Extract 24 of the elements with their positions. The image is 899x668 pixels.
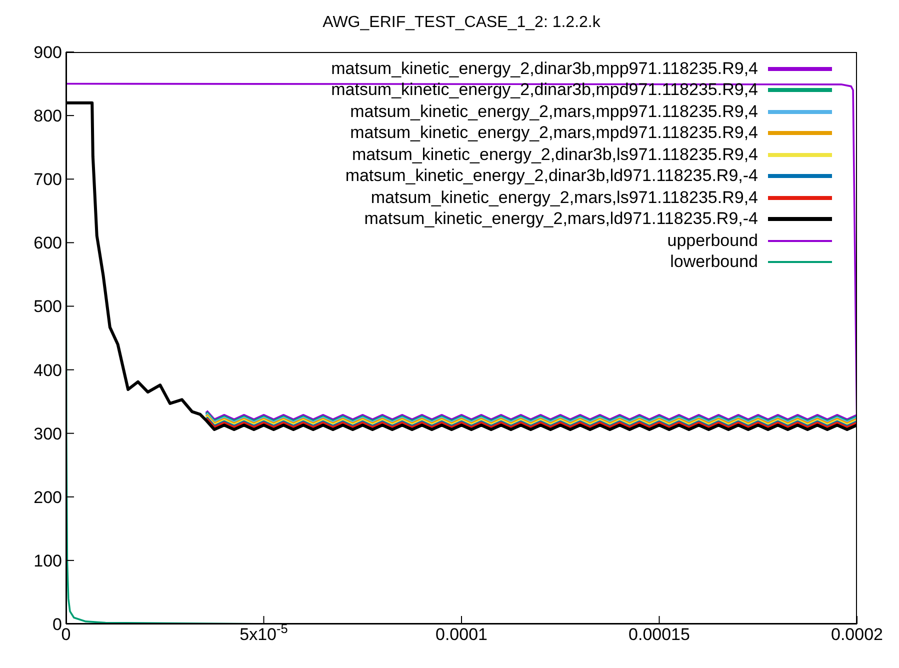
legend-label: matsum_kinetic_energy_2,dinar3b,mpd971.118235.R9,4 <box>331 80 758 100</box>
legend-label: matsum_kinetic_energy_2,mars,ld971.118235.R9,-4 <box>364 209 758 230</box>
legend-label: lowerbound <box>670 252 758 272</box>
y-tick-label: 800 <box>34 106 62 126</box>
x-tick-label: 0.0002 <box>831 625 883 644</box>
y-tick-label: 100 <box>34 551 62 570</box>
legend-label: matsum_kinetic_energy_2,dinar3b,ls971.118235.R9,4 <box>352 144 758 165</box>
legend-label: matsum_kinetic_energy_2,dinar3b,ld971.118235.R9,-4 <box>345 166 758 186</box>
y-tick-label: 200 <box>34 488 62 507</box>
x-tick-label: 5x10$^{-5}$ <box>240 620 288 644</box>
legend-label: upperbound <box>667 230 758 251</box>
y-tick-label: 600 <box>34 234 62 253</box>
y-tick-label: 700 <box>34 170 62 190</box>
legend-label: matsum_kinetic_energy_2,mars,mpp971.118235.R9,4 <box>350 102 758 122</box>
legend-label: matsum_kinetic_energy_2,mars,ls971.118235.R9,4 <box>370 188 758 208</box>
x-tick-label: 0.0001 <box>436 625 488 644</box>
y-tick-label: 300 <box>34 424 62 444</box>
y-tick-label: 400 <box>34 360 62 380</box>
x-tick-label: 0.00015 <box>628 625 690 644</box>
legend-label: matsum_kinetic_energy_2,mars,mpd971.118235.R9,4 <box>350 123 758 144</box>
legend-label: matsum_kinetic_energy_2,dinar3b,mpp971.118235.R9,4 <box>331 58 758 79</box>
chart-title: AWG_ERIF_TEST_CASE_1_2: 1.2.2.k <box>322 14 602 32</box>
y-tick-label: 900 <box>34 43 62 62</box>
y-tick-label: 500 <box>34 297 62 316</box>
